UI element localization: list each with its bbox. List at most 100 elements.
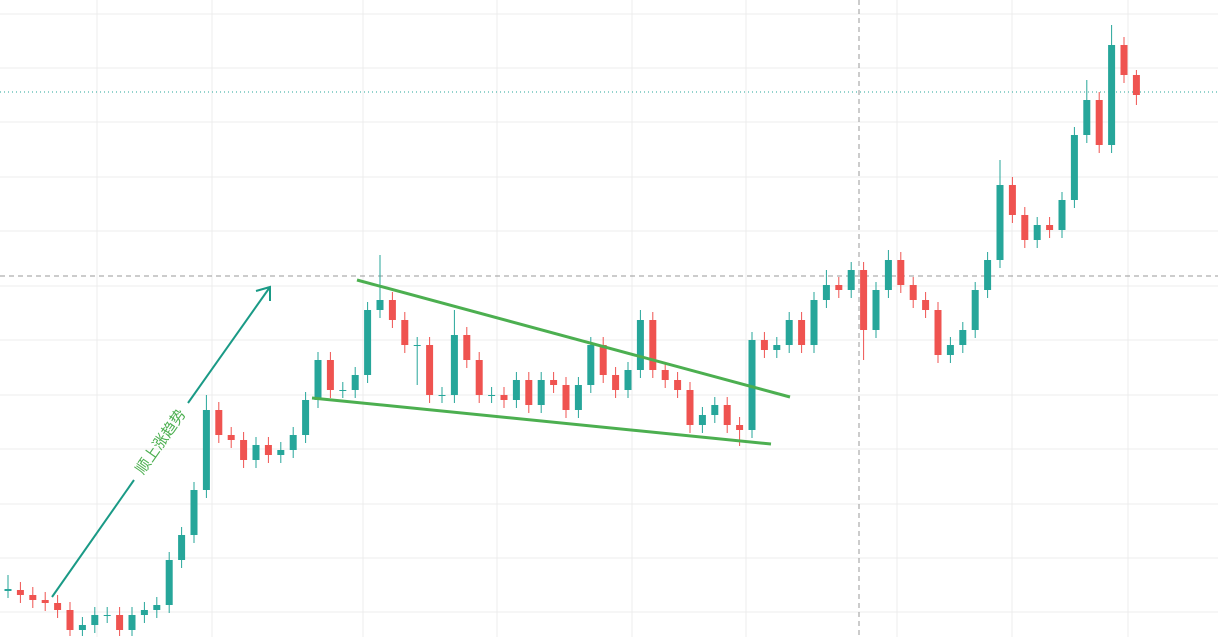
candle-body	[29, 595, 37, 600]
candle-body	[376, 300, 384, 310]
candle-body	[897, 260, 905, 285]
candle-body	[1008, 185, 1016, 215]
candle-body	[512, 380, 520, 400]
candle-body	[698, 415, 706, 425]
candle-body	[624, 370, 632, 390]
candle-body	[822, 285, 830, 300]
candle-body	[388, 300, 396, 320]
candle-body	[240, 440, 248, 460]
candle-body	[103, 615, 111, 616]
candle-body	[78, 625, 86, 630]
candles	[4, 25, 1140, 636]
candle-body	[339, 390, 347, 391]
arrow-head	[255, 285, 271, 301]
candle-body	[674, 380, 682, 390]
candle-body	[984, 260, 992, 290]
candle-body	[996, 185, 1004, 260]
candle-body	[773, 345, 781, 350]
candle-body	[686, 390, 694, 425]
candle-body	[1083, 100, 1091, 135]
candle-body	[562, 385, 570, 410]
candle-body	[599, 345, 607, 375]
candle-body	[1070, 135, 1078, 200]
candle-body	[128, 615, 136, 630]
candle-body	[413, 345, 421, 346]
candle-body	[525, 380, 533, 405]
candle-body	[959, 330, 967, 345]
candle-body	[1095, 100, 1103, 145]
trend-arrow	[187, 286, 271, 404]
candle-body	[723, 405, 731, 425]
candle-body	[587, 345, 595, 385]
candle-body	[463, 335, 471, 360]
candle-body	[401, 320, 409, 345]
candle-body	[785, 320, 793, 345]
candle-body	[872, 290, 880, 330]
trend-arrow	[51, 479, 135, 598]
annotation: 顺上涨趋势	[132, 406, 190, 478]
candle-body	[475, 360, 483, 395]
candle-body	[91, 615, 99, 625]
candle-body	[54, 603, 62, 610]
candle-body	[661, 370, 669, 380]
candle-body	[364, 310, 372, 375]
candle-body	[1021, 215, 1029, 240]
candle-body	[1058, 200, 1066, 230]
candle-body	[116, 615, 124, 630]
candle-body	[314, 360, 322, 400]
candle-body	[971, 290, 979, 330]
candle-body	[190, 490, 198, 535]
candle-body	[1132, 75, 1140, 95]
candle-body	[1046, 225, 1054, 230]
candle-body	[426, 345, 434, 395]
candle-body	[227, 435, 235, 440]
candle-body	[66, 610, 74, 630]
candle-body	[153, 605, 161, 610]
candle-body	[1120, 45, 1128, 75]
trend-line-upper	[356, 278, 791, 399]
candle-body	[748, 340, 756, 430]
candle-body	[178, 535, 186, 560]
candle-body	[711, 405, 719, 415]
candle-body	[140, 610, 148, 615]
candle-body	[326, 360, 334, 390]
candle-body	[1108, 45, 1116, 145]
candle-body	[264, 445, 272, 455]
candle-body	[847, 270, 855, 290]
candle-body	[574, 385, 582, 410]
candle-body	[252, 445, 260, 460]
candle-body	[277, 450, 285, 455]
candle-body	[946, 345, 954, 355]
candle-body	[41, 600, 49, 603]
candle-body	[1033, 225, 1041, 240]
candle-body	[537, 380, 545, 405]
candle-body	[351, 375, 359, 390]
candle-body	[934, 310, 942, 355]
candle-body	[4, 589, 12, 591]
candle-body	[289, 435, 297, 450]
candle-body	[636, 320, 644, 370]
candle-body	[760, 340, 768, 350]
candle-body	[909, 285, 917, 300]
candle-body	[302, 400, 310, 435]
candle-body	[16, 590, 24, 595]
candle-body	[922, 300, 930, 310]
candle-body	[649, 320, 657, 370]
candle-body	[202, 410, 210, 490]
candle-body	[835, 285, 843, 290]
candle-body	[438, 395, 446, 396]
candle-body	[488, 395, 496, 396]
trend-line-lower	[311, 396, 772, 446]
candle-body	[550, 380, 558, 385]
candle-body	[612, 375, 620, 390]
candle-body	[165, 560, 173, 605]
candle-body	[884, 260, 892, 290]
candle-body	[500, 395, 508, 400]
candle-body	[215, 410, 223, 435]
candle-body	[450, 335, 458, 395]
candle-body	[860, 270, 868, 330]
candle-body	[810, 300, 818, 345]
candle-body	[736, 425, 744, 430]
